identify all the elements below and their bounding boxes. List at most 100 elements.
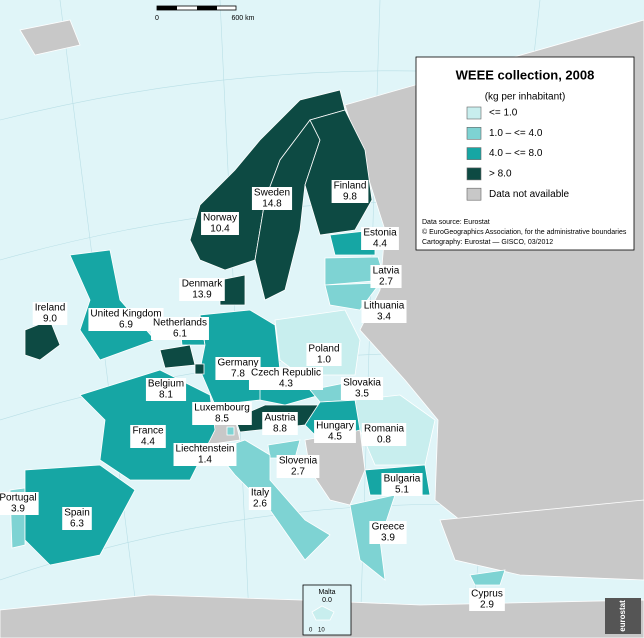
label-box: [251, 187, 293, 210]
legend-note: Data source: Eurostat: [422, 219, 490, 226]
country-shape: [324, 282, 381, 311]
country-name: Hungary: [316, 421, 354, 432]
malta-inset: Malta 0.0 0 10: [302, 584, 352, 636]
label-box: [361, 423, 407, 446]
country-name: Denmark: [182, 279, 224, 290]
label-box: [248, 487, 272, 510]
country-value: 8.5: [215, 414, 229, 425]
country-name: United Kingdom: [90, 309, 161, 320]
country-value: 2.9: [480, 600, 494, 611]
country-value: 9.0: [43, 314, 57, 325]
country-value: 2.7: [379, 277, 393, 288]
country-shape: [304, 109, 373, 236]
logo-text: eurostat: [618, 600, 627, 632]
country-value: 2.7: [291, 467, 305, 478]
country-name: Germany: [217, 358, 258, 369]
scale-end: 600 km: [232, 15, 255, 22]
logo: eurostat: [605, 598, 641, 634]
country-shape: [469, 569, 506, 586]
country-name: Spain: [64, 508, 90, 519]
label-box: [370, 265, 402, 288]
label-box: [381, 473, 423, 496]
country-name: France: [132, 426, 164, 437]
scale-start: 0: [155, 15, 159, 22]
label-box: [130, 425, 166, 448]
country-value: 4.4: [373, 239, 387, 250]
country-name: Finland: [334, 181, 367, 192]
country-name: Estonia: [363, 228, 397, 239]
country-name: Sweden: [254, 188, 290, 199]
country-value: 7.8: [231, 369, 245, 380]
label-box: [361, 227, 399, 250]
legend-label: <= 1.0: [489, 108, 518, 119]
iceland: [19, 19, 81, 56]
label-box: [248, 367, 324, 390]
country-value: 3.9: [11, 504, 25, 515]
country-name: Lithuania: [364, 301, 405, 312]
label-box: [0, 492, 39, 515]
label-box: [62, 507, 92, 530]
country-value: 8.8: [273, 424, 287, 435]
country-name: Ireland: [35, 303, 66, 314]
malta-scale-start: 0: [309, 628, 313, 634]
country-value: 3.4: [377, 312, 391, 323]
country-value: 9.8: [343, 192, 357, 203]
country-shape: [69, 249, 156, 361]
legend-label: 1.0 – <= 4.0: [489, 128, 543, 139]
label-box: [192, 402, 252, 425]
country-value: 5.1: [395, 485, 409, 496]
scale-bar-segment: [157, 6, 177, 10]
country-value: 6.3: [70, 519, 84, 530]
country-value: 1.4: [198, 455, 212, 466]
country-name: Liechtenstein: [176, 444, 235, 455]
label-box: [276, 455, 320, 478]
label-box: [262, 412, 298, 435]
label-box: [306, 343, 342, 366]
label-box: [32, 302, 68, 325]
country-value: 0.8: [377, 435, 391, 446]
country-shape: [194, 363, 205, 375]
malta-name: Malta: [318, 589, 335, 596]
label-box: [88, 308, 164, 331]
country-value: 4.3: [279, 379, 293, 390]
legend-label: Data not available: [489, 189, 569, 200]
country-value: 10.4: [210, 224, 230, 235]
legend-note: © EuroGeographics Association, for the a…: [422, 228, 627, 236]
label-box: [469, 588, 505, 611]
label-box: [340, 377, 384, 400]
scale-bar: 0 600 km: [155, 5, 255, 22]
country-value: 4.5: [328, 432, 342, 443]
legend-note: Cartography: Eurostat — GISCO, 03/2012: [422, 239, 553, 246]
label-box: [201, 212, 239, 235]
label-box: [369, 521, 407, 544]
country-name: Czech Republic: [251, 368, 321, 379]
label-box: [179, 278, 225, 301]
malta-value: 0.0: [322, 597, 332, 604]
country-value: 8.1: [159, 390, 173, 401]
country-labels: Norway10.4Sweden14.8Finland9.8Estonia4.4…: [0, 180, 505, 611]
country-value: 2.6: [253, 499, 267, 510]
legend: WEEE collection, 2008 (kg per inhabitant…: [415, 56, 635, 251]
country-name: Slovakia: [343, 378, 381, 389]
